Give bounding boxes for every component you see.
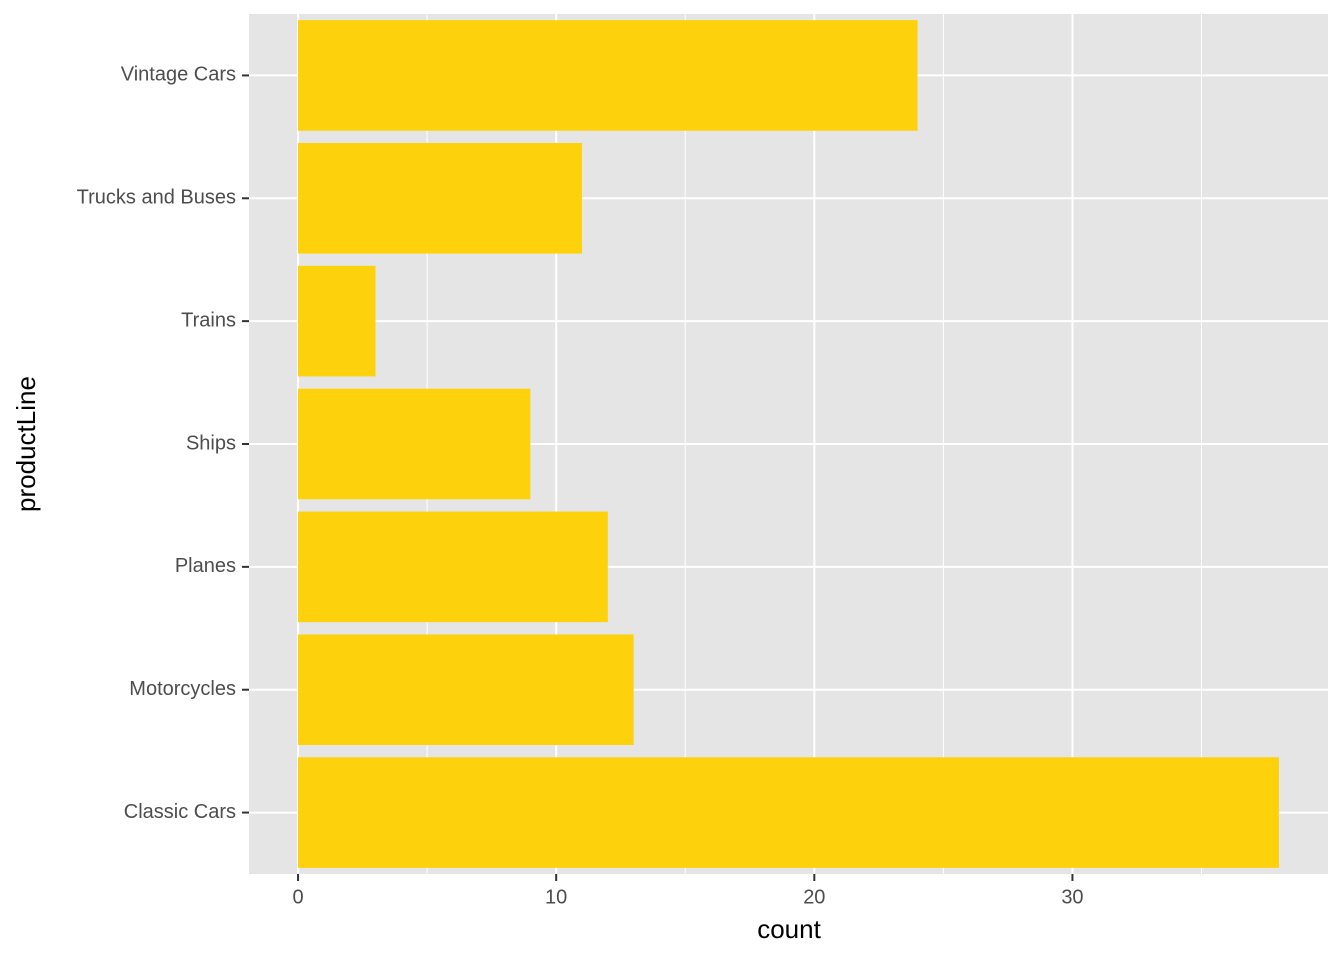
bar <box>298 634 634 745</box>
y-tick-label: Trains <box>181 309 236 331</box>
bar <box>298 143 582 254</box>
x-tick-label: 10 <box>545 886 567 908</box>
bar <box>298 265 376 377</box>
bar <box>298 20 918 131</box>
bar <box>298 511 608 623</box>
y-tick-label: Ships <box>186 432 236 454</box>
x-tick-label: 30 <box>1061 886 1083 908</box>
x-tick-label: 20 <box>803 886 825 908</box>
x-axis-title: count <box>757 914 821 944</box>
bar <box>298 388 531 500</box>
x-tick-label: 0 <box>292 886 303 908</box>
y-tick-label: Classic Cars <box>124 801 236 823</box>
y-tick-label: Motorcycles <box>129 678 236 700</box>
y-tick-label: Trucks and Buses <box>77 187 236 209</box>
y-tick-label: Vintage Cars <box>121 64 236 86</box>
bars <box>298 20 1279 868</box>
bar <box>298 757 1279 868</box>
y-axis-title: productLine <box>11 376 41 512</box>
y-tick-label: Planes <box>175 555 236 577</box>
